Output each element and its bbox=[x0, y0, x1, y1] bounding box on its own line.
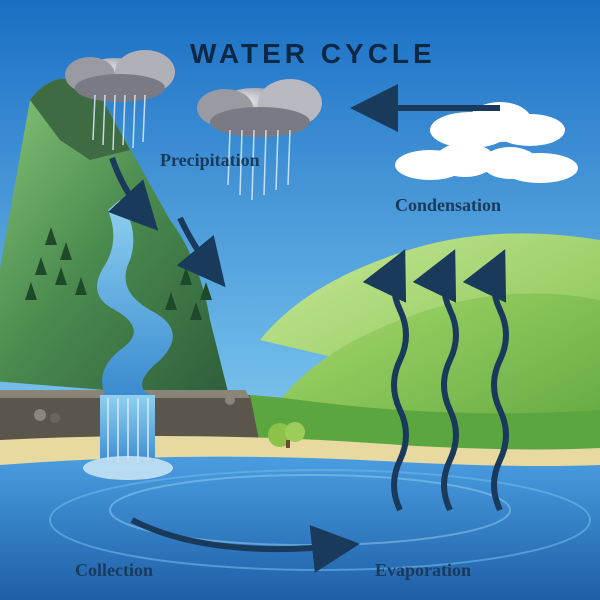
scene-svg bbox=[0, 0, 600, 600]
diagram-title: WATER CYCLE bbox=[190, 38, 436, 70]
water-cycle-diagram: WATER CYCLE Precipitation Condensation E… bbox=[0, 0, 600, 600]
rock-2 bbox=[50, 413, 60, 423]
bush-trunk bbox=[286, 440, 290, 448]
label-collection: Collection bbox=[75, 560, 153, 581]
label-precipitation: Precipitation bbox=[160, 150, 260, 171]
rock-1 bbox=[34, 409, 46, 421]
label-evaporation: Evaporation bbox=[375, 560, 471, 581]
bush-2 bbox=[285, 422, 305, 442]
rock-3 bbox=[225, 395, 235, 405]
waterfall-splash bbox=[83, 456, 173, 480]
label-condensation: Condensation bbox=[395, 195, 501, 216]
